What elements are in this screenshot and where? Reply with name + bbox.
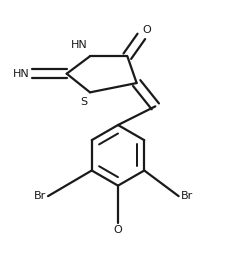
Text: S: S	[80, 97, 88, 107]
Text: O: O	[114, 225, 122, 235]
Text: HN: HN	[71, 40, 88, 50]
Text: O: O	[143, 25, 151, 35]
Text: Br: Br	[34, 191, 46, 201]
Text: Br: Br	[181, 191, 193, 201]
Text: HN: HN	[13, 69, 29, 79]
